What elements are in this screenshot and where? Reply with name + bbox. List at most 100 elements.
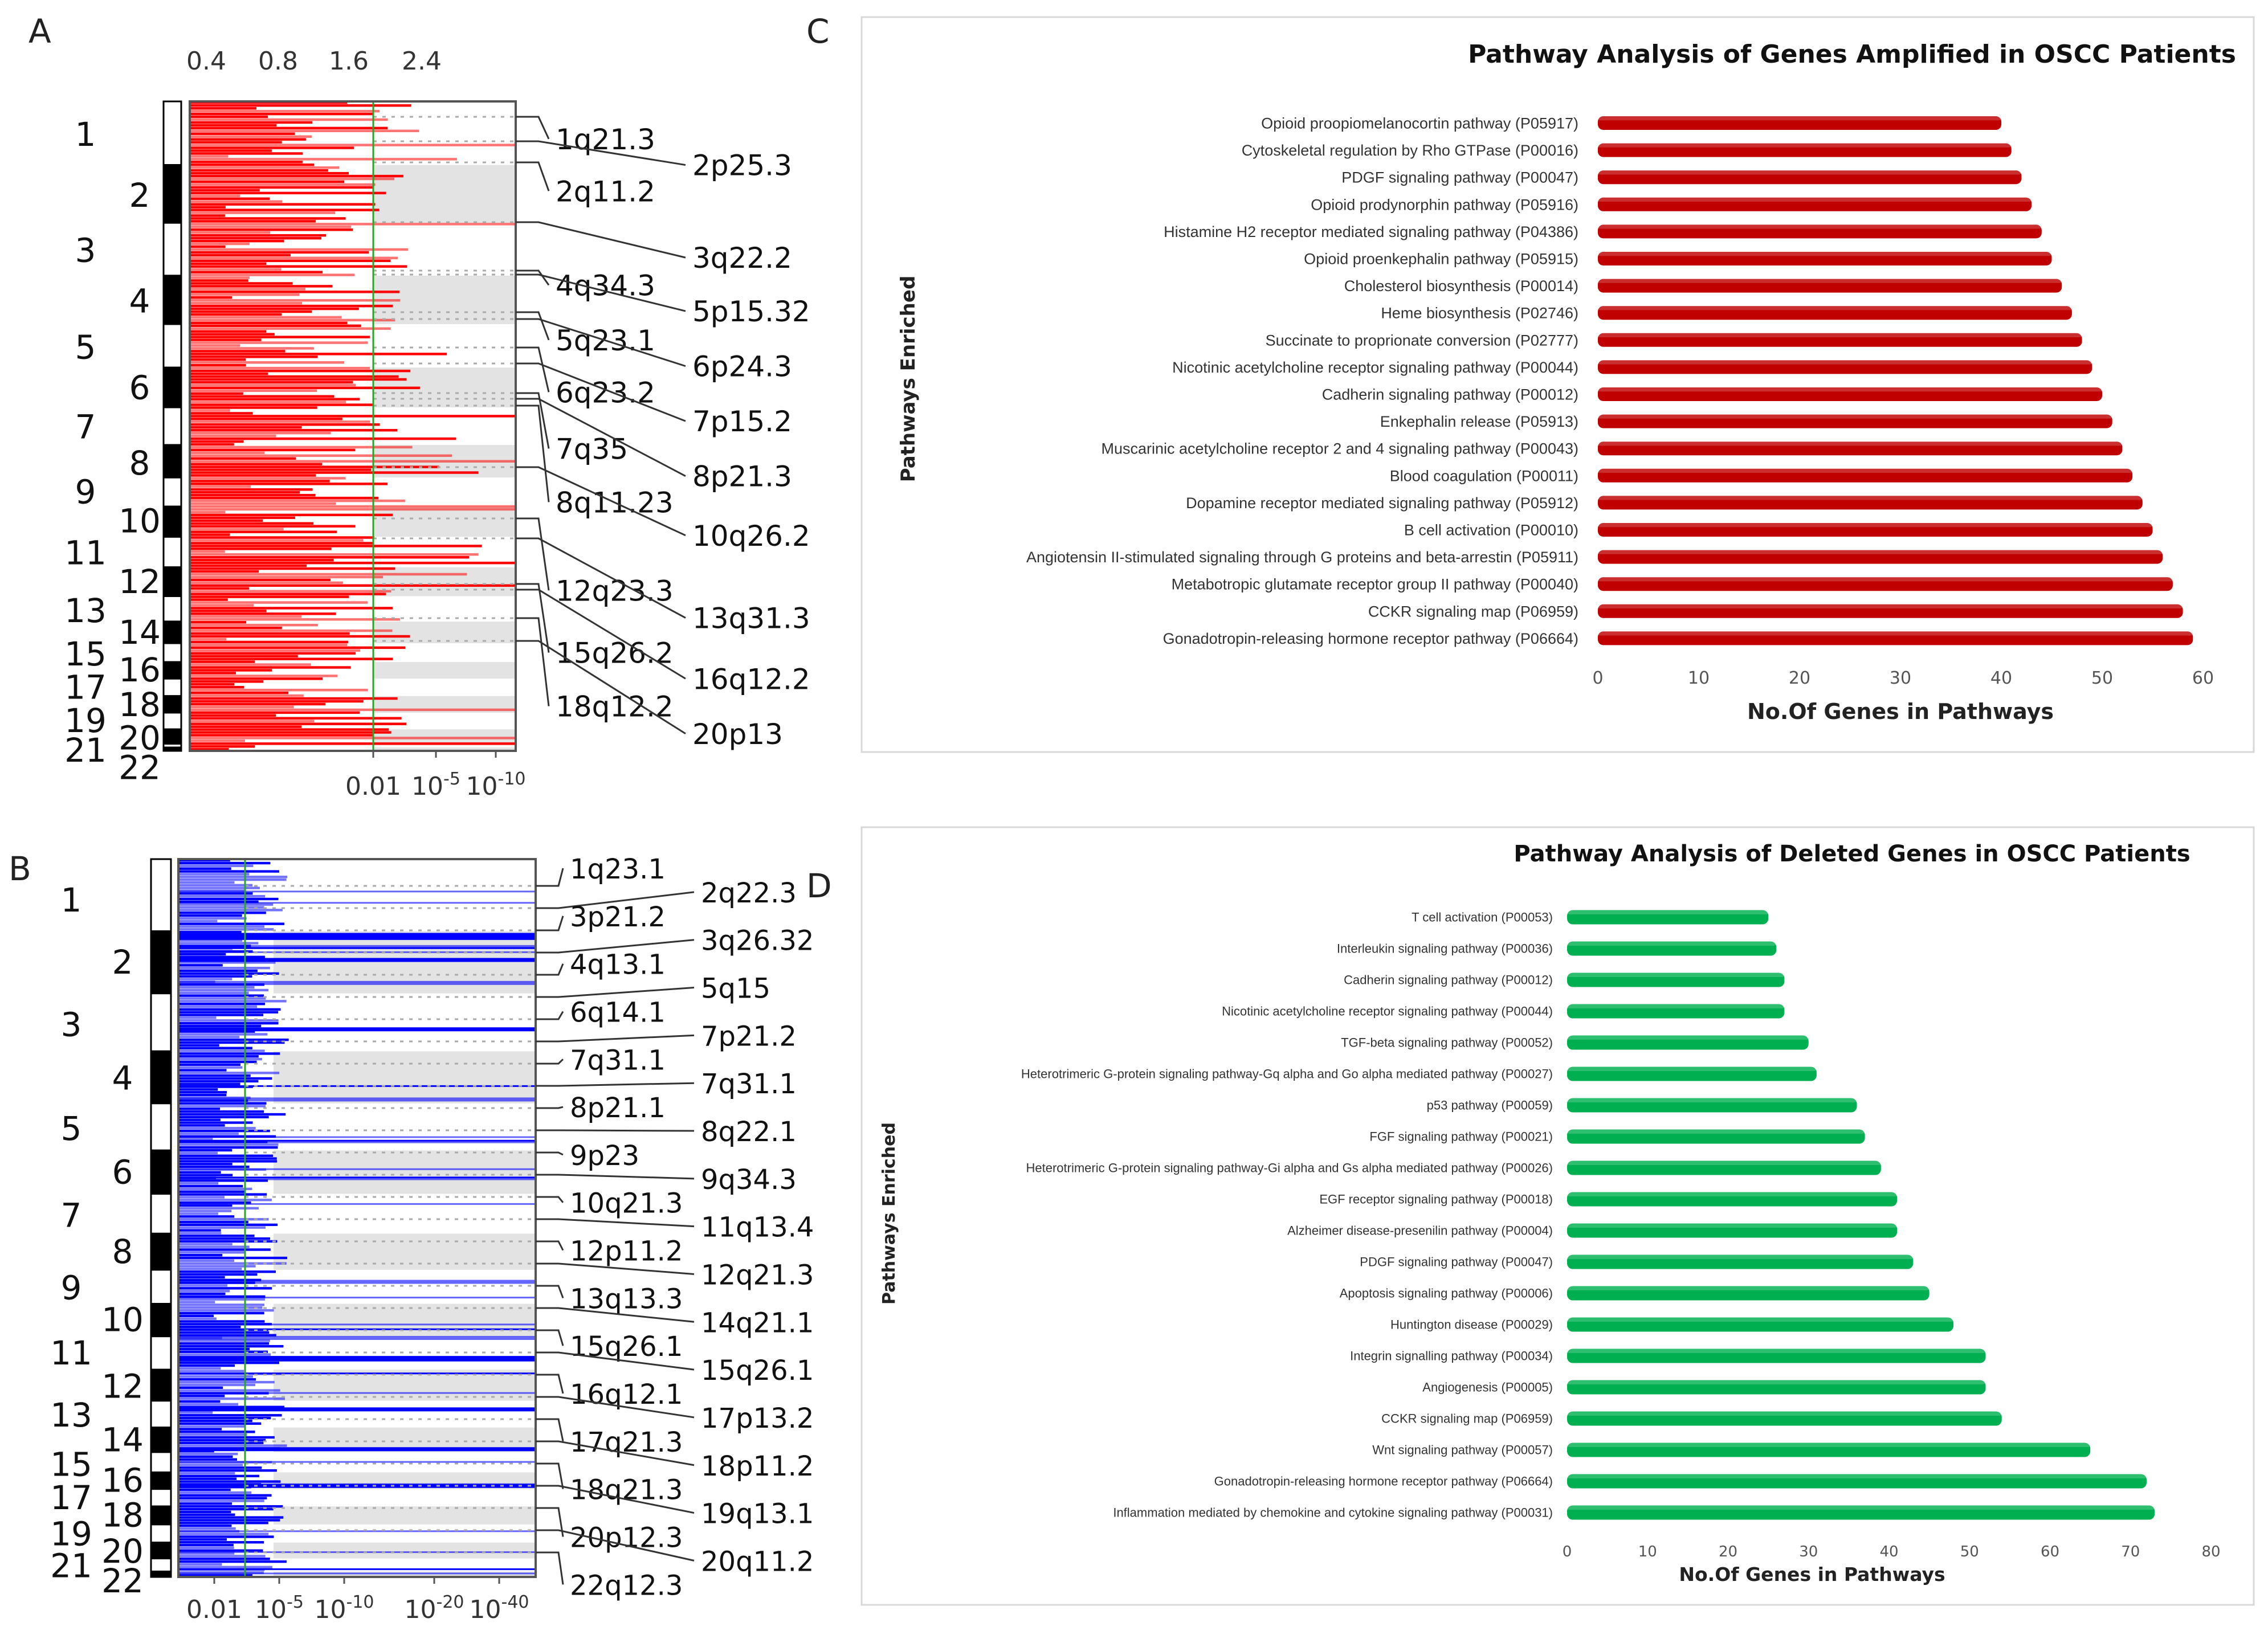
cnv-bar xyxy=(178,1121,253,1124)
chromosome-label: 10 xyxy=(119,501,161,540)
category-label: Heterotrimeric G-protein signaling pathw… xyxy=(1021,1067,1553,1081)
chromosome-label: 11 xyxy=(50,1334,92,1372)
cnv-bar xyxy=(178,912,266,914)
bar-highlight xyxy=(1567,1505,2155,1510)
cnv-bar xyxy=(178,1268,242,1270)
cnv-bar xyxy=(190,200,283,203)
cytoband-label: 9q34.3 xyxy=(701,1164,797,1196)
cnv-bar xyxy=(190,564,307,567)
top-tick-label: 0.8 xyxy=(258,47,298,76)
cnv-bar xyxy=(190,626,282,630)
cnv-bar xyxy=(190,604,254,607)
bar xyxy=(1598,414,2112,428)
bar xyxy=(1567,1160,1881,1175)
cnv-bar xyxy=(178,867,231,870)
cnv-bar xyxy=(178,1209,232,1212)
cnv-bar xyxy=(190,124,277,127)
ideogram-chromosome-9 xyxy=(162,476,182,508)
cnv-bar xyxy=(190,556,470,559)
bar xyxy=(1567,941,1777,956)
cnv-bar xyxy=(190,226,352,228)
cnv-bar xyxy=(190,657,393,660)
band-leader-line xyxy=(536,1396,695,1419)
cnv-bar xyxy=(190,530,337,533)
band-leader-line xyxy=(536,868,564,887)
bar xyxy=(1598,442,2123,456)
cnv-bar xyxy=(178,1179,268,1182)
category-label: Enkephalin release (P05913) xyxy=(1380,413,1578,430)
ideogram-chromosome-20 xyxy=(162,728,182,745)
ideogram-chromosome-15 xyxy=(150,1451,172,1473)
cnv-bar xyxy=(178,997,266,1000)
band-leader-line xyxy=(536,1034,695,1043)
chromosome-label: 2 xyxy=(129,176,150,215)
x-tick-label: 50 xyxy=(1960,1543,1979,1560)
chart-title: Pathway Analysis of Genes Amplified in O… xyxy=(1468,40,2236,69)
band-leader-line xyxy=(536,1529,695,1562)
x-tick-label: 60 xyxy=(2192,668,2214,688)
cnv-bar xyxy=(178,969,258,972)
cnv-bar xyxy=(190,525,356,528)
ideogram-chromosome-10 xyxy=(162,505,182,538)
cnv-bar xyxy=(178,1080,259,1083)
cytoband-label: 22q12.3 xyxy=(570,1570,683,1601)
cnv-bar xyxy=(178,1306,263,1309)
cnv-bar xyxy=(190,363,246,367)
cnv-bar xyxy=(190,293,300,296)
band-leader-line xyxy=(536,1196,564,1203)
exponent: -10 xyxy=(346,1592,374,1612)
cnv-bar xyxy=(190,158,457,161)
cnv-bar xyxy=(190,389,317,393)
cnv-bar xyxy=(178,1480,281,1483)
cnv-bar xyxy=(190,180,345,183)
cnv-bar xyxy=(178,1187,252,1191)
band-leader-line xyxy=(536,1174,695,1180)
cnv-bar xyxy=(190,183,376,186)
category-label: B cell activation (P00010) xyxy=(1404,521,1578,538)
category-label: Succinate to proprionate conversion (P02… xyxy=(1266,332,1578,349)
cnv-bar xyxy=(178,864,254,868)
plot-frame xyxy=(177,858,537,1578)
cnv-bar xyxy=(190,318,395,322)
cnv-bar xyxy=(190,728,389,731)
chromosome-label: 16 xyxy=(119,651,161,689)
category-label: CCKR signaling map (P06959) xyxy=(1368,603,1578,620)
cnv-bar xyxy=(178,1507,274,1511)
bar xyxy=(1598,333,2082,347)
bar-highlight xyxy=(1598,170,2022,175)
band-leader-line xyxy=(536,1059,564,1065)
cnv-bar xyxy=(190,276,250,279)
cnv-bar xyxy=(190,688,368,692)
ideogram-chromosome-11 xyxy=(162,536,182,569)
cnv-bar xyxy=(178,1362,279,1364)
cytoband-label: 16q12.1 xyxy=(570,1379,683,1411)
cnv-bar xyxy=(190,618,400,621)
cnv-bar xyxy=(178,1184,243,1188)
cnv-bar xyxy=(190,621,247,624)
cnv-bar xyxy=(190,234,327,237)
cnv-bar xyxy=(190,135,312,138)
band-leader-line xyxy=(536,1151,564,1156)
cnv-bar xyxy=(190,708,516,712)
bar-highlight xyxy=(1567,941,1777,946)
cnv-bar xyxy=(190,669,272,672)
cnv-bar xyxy=(178,1380,275,1384)
chromosome-label: 3 xyxy=(75,231,96,269)
cytoband-label: 8p21.1 xyxy=(570,1092,666,1124)
cnv-bar xyxy=(190,547,332,550)
bottom-tick-label: 10-20 xyxy=(405,1592,464,1624)
cnv-bar xyxy=(190,262,267,265)
cnv-bar xyxy=(190,406,317,409)
cnv-bar xyxy=(190,660,255,663)
cnv-bar xyxy=(190,592,386,595)
chromosome-label: 8 xyxy=(112,1232,133,1271)
cnv-bar xyxy=(178,1314,214,1317)
cnv-bar xyxy=(190,640,348,644)
cnv-bar xyxy=(178,1151,218,1155)
chromosome-label: 21 xyxy=(50,1546,92,1585)
cnv-bar xyxy=(178,920,218,922)
x-tick-label: 60 xyxy=(2041,1543,2059,1560)
cnv-bar xyxy=(178,914,242,917)
cytoband-label: 4q13.1 xyxy=(570,949,666,981)
